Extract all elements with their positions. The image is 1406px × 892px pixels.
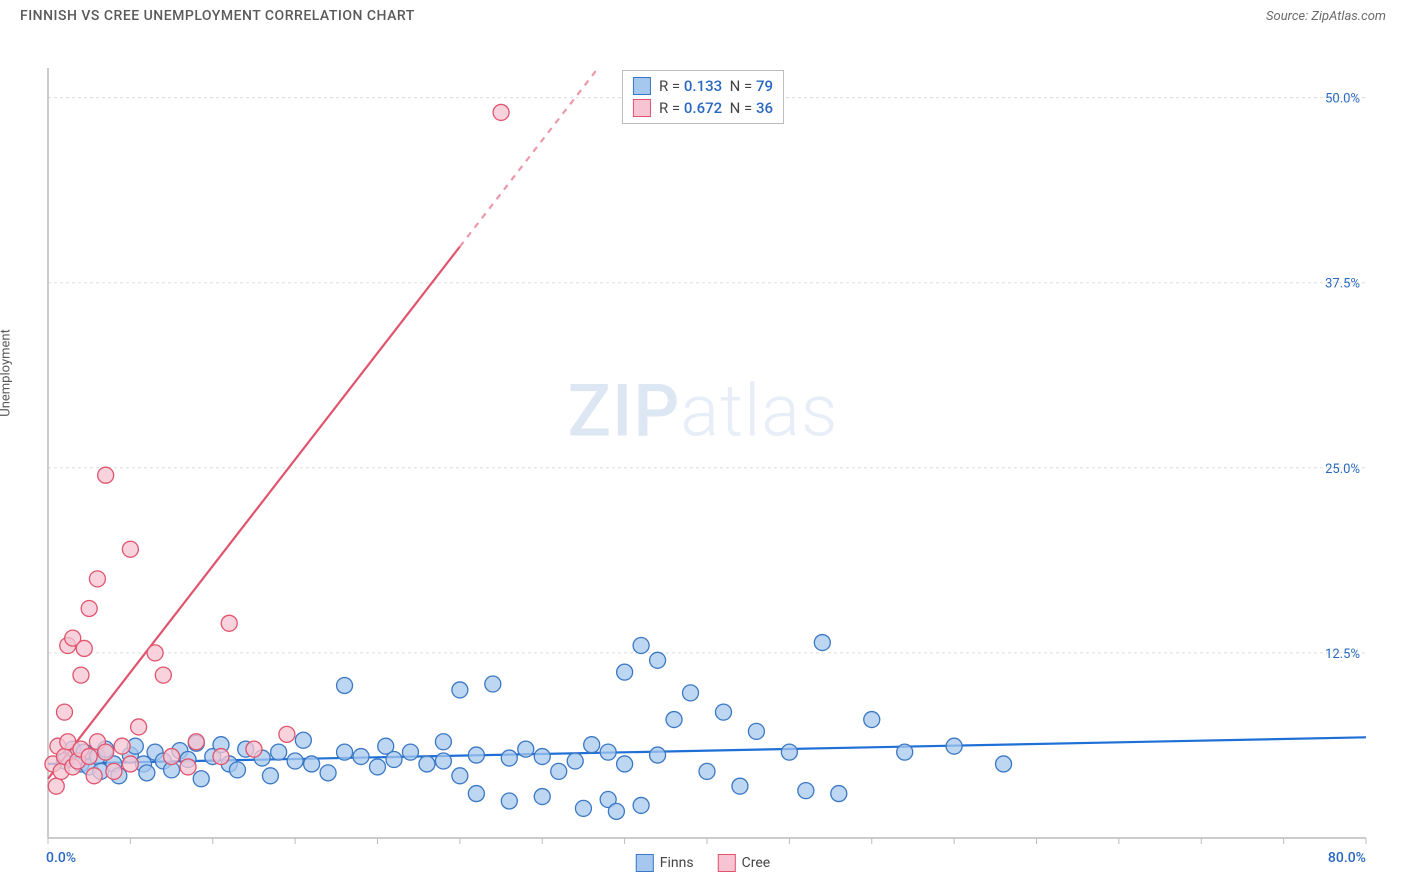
svg-text:50.0%: 50.0% [1325, 92, 1360, 107]
svg-text:25.0%: 25.0% [1325, 462, 1360, 477]
svg-text:0.0%: 0.0% [46, 850, 76, 866]
y-axis-label: Unemployment [0, 329, 14, 417]
source-attribution: Source: ZipAtlas.com [1266, 9, 1386, 24]
legend-swatch [633, 77, 651, 95]
legend-item: Finns [636, 854, 694, 872]
svg-text:80.0%: 80.0% [1328, 850, 1366, 866]
stats-legend: R = 0.133 N = 79R = 0.672 N = 36 [622, 70, 784, 124]
legend-label: Cree [742, 855, 771, 871]
stats-legend-row: R = 0.133 N = 79 [633, 75, 773, 97]
svg-text:12.5%: 12.5% [1325, 647, 1360, 662]
svg-text:37.5%: 37.5% [1325, 277, 1360, 292]
page-title: FINNISH VS CREE UNEMPLOYMENT CORRELATION… [20, 8, 415, 24]
stats-legend-row: R = 0.672 N = 36 [633, 97, 773, 119]
series-legend: Finns Cree [636, 854, 770, 872]
legend-swatch [718, 854, 736, 872]
legend-swatch [636, 854, 654, 872]
chart-container: Unemployment ZIPatlas 12.5%25.0%37.5%50.… [0, 28, 1406, 878]
scatter-chart: 12.5% 25.0% 37.5% 50.0% 0.0% 80.0% [0, 28, 1406, 878]
legend-swatch [633, 99, 651, 117]
legend-label: Finns [660, 855, 694, 871]
legend-item: Cree [718, 854, 771, 872]
